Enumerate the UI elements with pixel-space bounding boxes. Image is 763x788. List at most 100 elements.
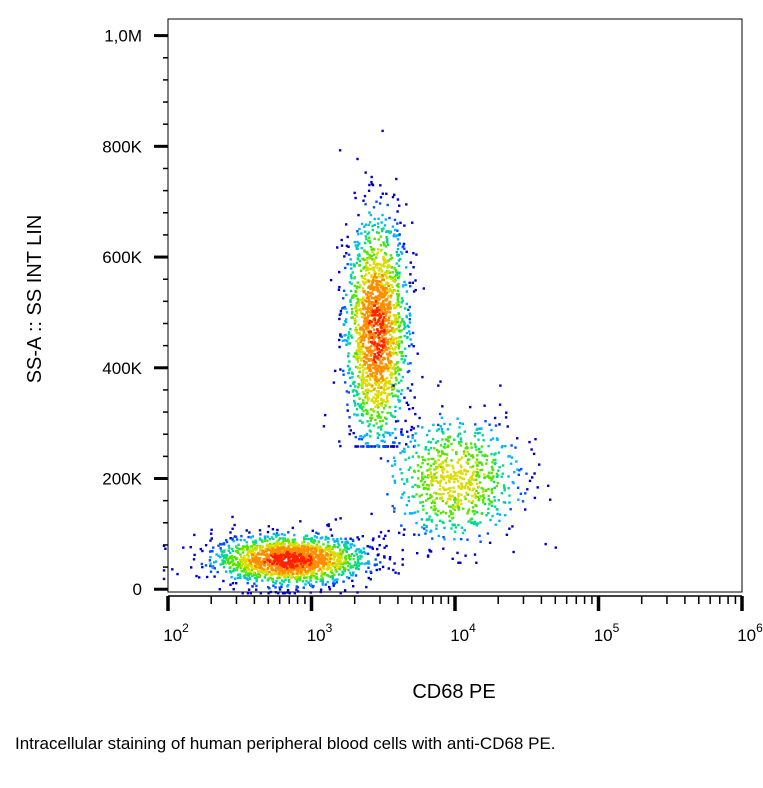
data-point	[392, 365, 395, 369]
data-point	[342, 373, 345, 376]
data-point	[356, 445, 360, 448]
data-point	[388, 311, 392, 314]
x-tick-label: 102	[163, 621, 189, 645]
data-point	[464, 473, 468, 476]
data-point	[351, 271, 354, 274]
data-point	[346, 263, 349, 266]
data-point	[365, 384, 368, 387]
data-point	[377, 413, 381, 416]
data-point	[193, 553, 196, 557]
data-point	[330, 534, 334, 537]
data-point	[335, 581, 338, 584]
data-point	[471, 473, 475, 477]
data-point	[308, 568, 312, 571]
data-point	[416, 485, 419, 488]
data-point	[234, 545, 238, 548]
data-point	[388, 314, 392, 318]
data-point	[355, 294, 358, 297]
data-point	[392, 373, 395, 376]
data-point	[382, 255, 385, 258]
data-point	[439, 493, 443, 496]
data-point	[391, 353, 394, 356]
data-point	[295, 585, 298, 588]
data-point	[271, 568, 274, 571]
data-point	[270, 560, 273, 563]
data-point	[356, 240, 359, 244]
data-point	[252, 545, 256, 548]
data-point	[343, 589, 347, 592]
data-point	[441, 451, 445, 454]
data-point	[291, 559, 294, 562]
data-point	[294, 565, 298, 568]
data-point	[405, 331, 409, 335]
data-point	[316, 562, 320, 566]
data-point	[367, 562, 371, 565]
y-tick-label: 400K	[102, 359, 142, 378]
data-point	[398, 275, 401, 278]
data-point	[332, 580, 335, 583]
data-point	[367, 324, 370, 327]
data-point	[360, 315, 364, 319]
data-point	[383, 384, 386, 387]
y-tick-label: 800K	[102, 137, 142, 156]
data-point	[278, 547, 281, 551]
data-point	[281, 572, 285, 575]
data-point	[372, 288, 375, 291]
data-point	[369, 416, 373, 420]
data-point	[355, 562, 358, 566]
data-point	[287, 557, 290, 561]
data-point	[359, 403, 362, 406]
data-point	[412, 427, 415, 430]
data-point	[432, 478, 435, 482]
data-point	[351, 390, 355, 393]
data-point	[251, 567, 255, 570]
data-point	[458, 476, 462, 479]
data-point	[475, 428, 478, 431]
data-point	[396, 318, 399, 321]
data-point	[315, 565, 318, 568]
data-point	[382, 341, 385, 344]
data-point	[443, 488, 447, 491]
data-point	[402, 320, 405, 323]
data-point	[285, 552, 288, 555]
data-point	[446, 474, 450, 478]
data-point	[347, 245, 350, 248]
data-point	[289, 565, 292, 568]
data-point	[336, 538, 339, 541]
data-point	[321, 577, 325, 580]
data-point	[425, 529, 428, 532]
data-point	[350, 552, 354, 556]
data-point	[427, 452, 430, 455]
data-point	[357, 548, 361, 551]
data-point	[317, 569, 320, 572]
data-point	[309, 591, 312, 594]
data-point	[313, 548, 317, 551]
data-point	[353, 307, 357, 310]
data-point	[315, 549, 318, 552]
data-point	[389, 342, 393, 345]
data-point	[282, 580, 285, 583]
data-point	[296, 561, 300, 565]
data-point	[389, 333, 392, 336]
data-point	[478, 534, 481, 537]
data-point	[344, 558, 347, 561]
data-point	[271, 562, 274, 566]
data-point	[507, 487, 510, 490]
data-point	[363, 266, 366, 269]
data-point	[378, 339, 382, 342]
data-point	[395, 177, 398, 181]
data-point	[390, 445, 394, 448]
data-point	[253, 567, 256, 570]
data-point	[356, 360, 360, 363]
data-point	[408, 512, 412, 515]
data-point	[361, 301, 364, 305]
data-point	[213, 561, 216, 564]
data-point	[479, 521, 482, 524]
data-point	[503, 487, 506, 490]
data-point	[406, 387, 410, 390]
data-point	[393, 320, 396, 324]
data-point	[397, 390, 401, 393]
data-point	[393, 218, 397, 222]
data-point	[417, 469, 420, 473]
data-point	[362, 308, 365, 311]
